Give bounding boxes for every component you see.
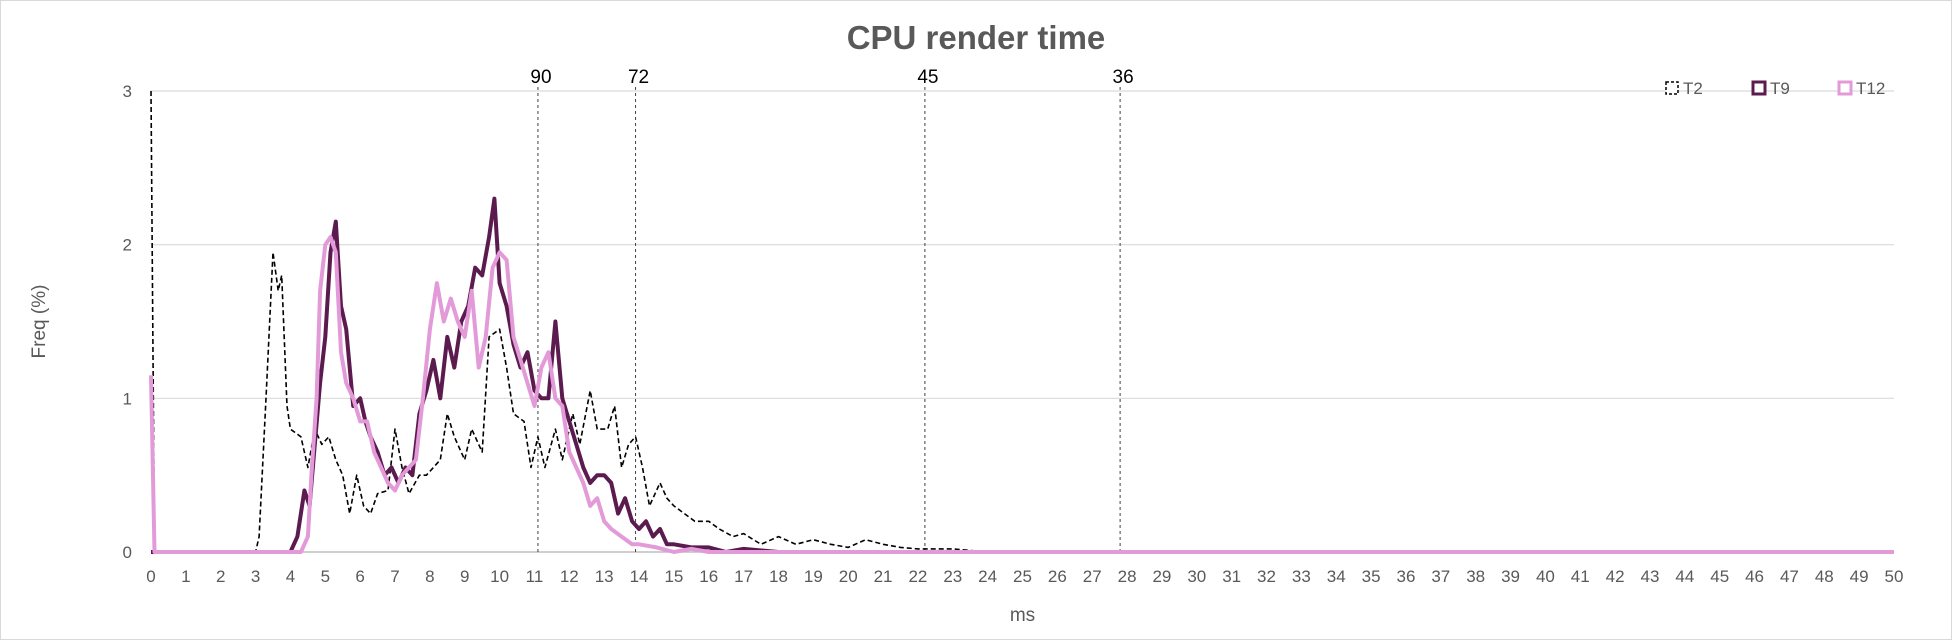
reference-line-label: 72 — [628, 67, 649, 88]
x-tick-label: 1 — [181, 567, 190, 586]
x-tick-label: 48 — [1815, 567, 1834, 586]
legend-item-t12: T12 — [1837, 79, 1885, 98]
x-tick-label: 20 — [839, 567, 858, 586]
y-tick-label: 2 — [123, 236, 132, 255]
legend-label: T12 — [1856, 79, 1885, 98]
x-tick-label: 3 — [251, 567, 260, 586]
legend-label: T9 — [1770, 79, 1790, 98]
x-tick-label: 31 — [1222, 567, 1241, 586]
x-tick-label: 47 — [1780, 567, 1799, 586]
x-tick-label: 36 — [1396, 567, 1415, 586]
x-tick-label: 27 — [1083, 567, 1102, 586]
x-tick-label: 12 — [560, 567, 579, 586]
x-axis-title: ms — [1010, 605, 1035, 626]
x-tick-label: 14 — [630, 567, 649, 586]
legend-item-t9: T9 — [1751, 79, 1790, 98]
x-tick-label: 21 — [874, 567, 893, 586]
x-tick-label: 49 — [1850, 567, 1869, 586]
x-tick-label: 7 — [390, 567, 399, 586]
x-tick-label: 41 — [1571, 567, 1590, 586]
reference-line-label: 90 — [530, 67, 551, 88]
x-tick-label: 11 — [526, 567, 544, 586]
x-tick-label: 39 — [1501, 567, 1520, 586]
x-tick-label: 15 — [664, 567, 683, 586]
x-tick-label: 33 — [1292, 567, 1311, 586]
x-tick-label: 13 — [595, 567, 614, 586]
legend-swatch — [1837, 80, 1853, 96]
x-tick-label: 50 — [1885, 567, 1904, 586]
x-tick-label: 18 — [769, 567, 788, 586]
x-tick-label: 17 — [734, 567, 753, 586]
chart-title: CPU render time — [846, 19, 1106, 56]
x-tick-label: 26 — [1048, 567, 1067, 586]
legend-label: T2 — [1683, 79, 1703, 98]
x-tick-label: 35 — [1362, 567, 1381, 586]
x-tick-label: 0 — [146, 567, 155, 586]
series-line-t2 — [150, 90, 1894, 553]
series-line-t9 — [151, 196, 1894, 554]
x-tick-label: 8 — [425, 567, 434, 586]
x-tick-label: 19 — [804, 567, 823, 586]
x-tick-label: 29 — [1152, 567, 1171, 586]
x-tick-label: 30 — [1187, 567, 1206, 586]
y-tick-label: 3 — [123, 82, 132, 101]
y-axis-title: Freq (%) — [29, 285, 50, 359]
x-tick-label: 22 — [908, 567, 927, 586]
x-tick-label: 6 — [355, 567, 364, 586]
x-tick-label: 32 — [1257, 567, 1276, 586]
x-tick-label: 25 — [1013, 567, 1032, 586]
x-tick-label: 2 — [216, 567, 225, 586]
x-tick-label: 9 — [460, 567, 469, 586]
legend-swatch — [1665, 81, 1679, 95]
x-tick-label: 40 — [1536, 567, 1555, 586]
x-tick-label: 38 — [1466, 567, 1485, 586]
x-tick-label: 10 — [490, 567, 509, 586]
x-tick-label: 5 — [321, 567, 330, 586]
x-tick-label: 46 — [1745, 567, 1764, 586]
x-tick-label: 24 — [978, 567, 997, 586]
reference-line-label: 45 — [917, 67, 938, 88]
series-line-t12 — [149, 235, 1894, 554]
legend-swatch — [1751, 80, 1767, 96]
x-tick-label: 45 — [1710, 567, 1729, 586]
x-tick-label: 4 — [286, 567, 295, 586]
x-tick-label: 23 — [943, 567, 962, 586]
x-tick-label: 28 — [1118, 567, 1137, 586]
x-tick-label: 16 — [699, 567, 718, 586]
x-tick-label: 34 — [1327, 567, 1346, 586]
x-tick-label: 37 — [1431, 567, 1450, 586]
y-tick-label: 1 — [123, 389, 132, 408]
x-tick-label: 43 — [1641, 567, 1660, 586]
x-tick-label: 42 — [1606, 567, 1625, 586]
y-tick-label: 0 — [123, 543, 132, 562]
x-tick-label: 44 — [1675, 567, 1694, 586]
reference-line-label: 36 — [1113, 67, 1134, 88]
legend-item-t2: T2 — [1665, 79, 1703, 98]
